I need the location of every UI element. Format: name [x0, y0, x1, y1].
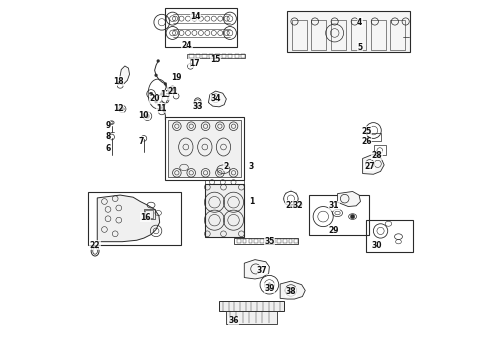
- Bar: [294, 239, 298, 243]
- Text: 30: 30: [372, 241, 382, 250]
- Bar: [289, 239, 293, 243]
- Bar: [88, 192, 181, 245]
- Text: 4: 4: [357, 18, 363, 27]
- Text: 35: 35: [264, 237, 274, 246]
- Text: 13: 13: [160, 90, 171, 99]
- Bar: [221, 54, 226, 58]
- Text: 31: 31: [329, 201, 339, 210]
- Text: 24: 24: [182, 41, 192, 50]
- Text: 19: 19: [171, 73, 181, 82]
- Bar: [283, 239, 287, 243]
- Circle shape: [163, 110, 166, 113]
- Bar: [248, 239, 252, 243]
- Text: 28: 28: [371, 151, 382, 160]
- Bar: [277, 239, 281, 243]
- Circle shape: [171, 88, 174, 91]
- Bar: [331, 20, 346, 50]
- Polygon shape: [280, 281, 305, 299]
- Text: 20: 20: [149, 94, 160, 103]
- Text: 5: 5: [357, 43, 362, 52]
- Circle shape: [121, 107, 124, 111]
- Bar: [146, 210, 153, 218]
- Bar: [235, 54, 239, 58]
- Circle shape: [157, 59, 160, 62]
- Text: 22: 22: [90, 241, 100, 250]
- Bar: [254, 239, 258, 243]
- Text: 33: 33: [193, 102, 203, 111]
- Bar: [260, 239, 264, 243]
- Polygon shape: [205, 184, 245, 237]
- Text: 7: 7: [138, 137, 144, 146]
- Text: 17: 17: [189, 59, 199, 68]
- Text: 12: 12: [114, 104, 124, 113]
- Text: 25: 25: [361, 127, 371, 136]
- Bar: [166, 8, 237, 47]
- Text: 15: 15: [210, 55, 221, 64]
- Bar: [237, 239, 241, 243]
- Circle shape: [160, 93, 163, 95]
- Polygon shape: [287, 12, 410, 51]
- Polygon shape: [219, 301, 284, 311]
- Text: 27: 27: [365, 162, 375, 171]
- Bar: [370, 20, 386, 50]
- Bar: [292, 20, 307, 50]
- Circle shape: [149, 92, 153, 96]
- Circle shape: [155, 100, 157, 103]
- Text: 18: 18: [114, 77, 124, 86]
- Bar: [215, 54, 220, 58]
- Bar: [374, 145, 386, 155]
- Polygon shape: [338, 192, 361, 207]
- Text: 1: 1: [249, 197, 254, 206]
- Circle shape: [146, 114, 149, 118]
- Bar: [366, 220, 413, 252]
- Bar: [190, 54, 194, 58]
- Circle shape: [350, 215, 355, 219]
- Bar: [241, 54, 245, 58]
- Bar: [166, 117, 245, 180]
- Circle shape: [268, 283, 271, 287]
- Polygon shape: [168, 120, 242, 177]
- Bar: [243, 239, 246, 243]
- Text: 6: 6: [105, 144, 111, 153]
- Polygon shape: [226, 311, 276, 324]
- Polygon shape: [97, 195, 160, 242]
- Bar: [311, 20, 326, 50]
- Bar: [202, 54, 207, 58]
- Text: 34: 34: [210, 94, 221, 103]
- Bar: [390, 20, 405, 50]
- Text: 2: 2: [224, 162, 229, 171]
- Polygon shape: [245, 260, 270, 279]
- Text: 37: 37: [257, 266, 268, 275]
- Bar: [309, 195, 369, 234]
- Text: 36: 36: [228, 316, 239, 325]
- Bar: [209, 54, 213, 58]
- Text: 8: 8: [105, 132, 111, 141]
- Text: 14: 14: [190, 12, 201, 21]
- Text: 11: 11: [156, 104, 167, 113]
- Text: 29: 29: [329, 226, 339, 235]
- Bar: [144, 209, 155, 220]
- Bar: [367, 134, 381, 141]
- Text: 23: 23: [286, 201, 296, 210]
- Bar: [228, 54, 232, 58]
- Text: 38: 38: [286, 287, 296, 296]
- Text: 21: 21: [167, 86, 178, 95]
- Text: 16: 16: [140, 213, 150, 222]
- Circle shape: [155, 74, 157, 77]
- Bar: [196, 54, 200, 58]
- Text: 10: 10: [139, 111, 149, 120]
- Bar: [351, 20, 366, 50]
- Bar: [266, 239, 270, 243]
- Polygon shape: [363, 154, 384, 174]
- Text: 3: 3: [249, 162, 254, 171]
- Text: 39: 39: [264, 284, 274, 293]
- Polygon shape: [208, 91, 226, 107]
- Text: 32: 32: [293, 201, 303, 210]
- Bar: [271, 239, 275, 243]
- Text: 9: 9: [105, 121, 111, 130]
- Polygon shape: [119, 66, 129, 84]
- Text: 26: 26: [361, 138, 371, 147]
- Circle shape: [164, 82, 167, 85]
